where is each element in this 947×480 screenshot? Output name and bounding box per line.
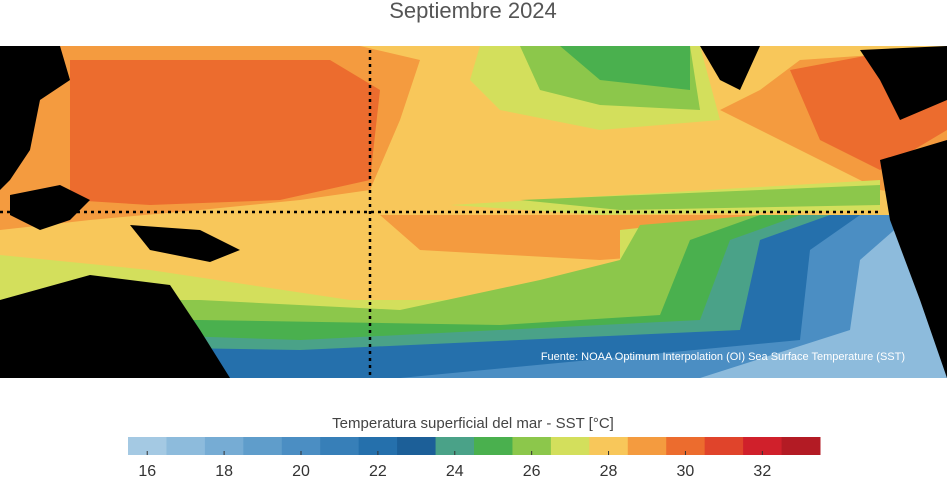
colorbar-tick-label: 28 [600, 463, 618, 480]
colorbar-swatch [512, 437, 552, 455]
colorbar-swatch [243, 437, 283, 455]
colorbar-tick-label: 32 [753, 463, 771, 480]
colorbar-tick-label: 30 [677, 463, 695, 480]
source-note: Fuente: NOAA Optimum Interpolation (OI) … [541, 351, 905, 363]
colorbar-swatch [320, 437, 360, 455]
colorbar-swatch [128, 437, 167, 455]
colorbar-swatch [358, 437, 398, 455]
colorbar-label: Temperatura superficial del mar - SST [°… [332, 415, 614, 432]
colorbar-swatch [666, 437, 706, 455]
colorbar-swatch [204, 437, 244, 455]
colorbar-swatch [435, 437, 475, 455]
colorbar-swatch [704, 437, 744, 455]
colorbar: 16 18 20 22 24 26 28 30 32 [128, 437, 821, 480]
colorbar-swatch [474, 437, 513, 455]
colorbar-tick-label: 16 [138, 463, 156, 480]
colorbar-swatch [166, 437, 206, 455]
colorbar-swatch [550, 437, 590, 455]
colorbar-tick-label: 26 [523, 463, 541, 480]
colorbar-tick-label: 24 [446, 463, 464, 480]
colorbar-swatch [281, 437, 321, 455]
colorbar-tick-label: 22 [369, 463, 387, 480]
title: Septiembre 2024 [389, 0, 557, 23]
sst-map [0, 46, 947, 378]
colorbar-swatch [743, 437, 783, 455]
colorbar-tick-label: 18 [215, 463, 233, 480]
colorbar-swatch [397, 437, 437, 455]
colorbar-swatch [781, 437, 821, 455]
colorbar-swatch [627, 437, 667, 455]
colorbar-tick-label: 20 [292, 463, 310, 480]
colorbar-swatch [589, 437, 629, 455]
